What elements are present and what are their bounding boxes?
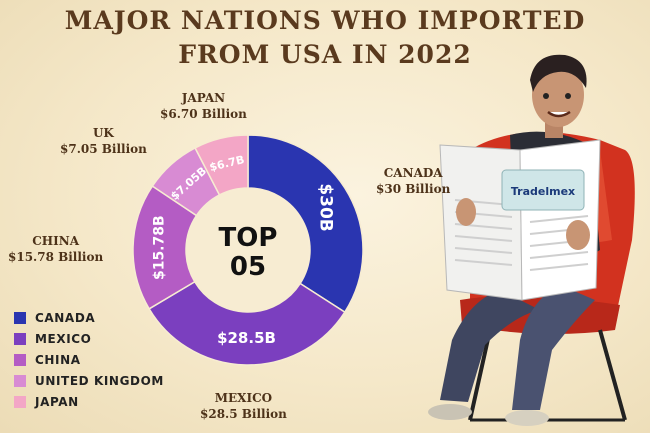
legend-swatch-mexico: [14, 332, 26, 345]
callout-china: CHINA $15.78 Billion: [8, 233, 103, 265]
newspaper-brand: Tradelmex: [511, 185, 575, 198]
callout-mexico: MEXICO $28.5 Billion: [200, 390, 287, 422]
head: [530, 54, 587, 138]
center-label-top: TOP: [219, 223, 278, 253]
callout-canada: CANADA $30 Billion: [376, 165, 450, 197]
legend-label-japan: JAPAN: [35, 394, 79, 409]
donut-segments: [132, 134, 364, 366]
callout-canada-name: CANADA: [383, 166, 443, 180]
legend: CANADA MEXICO CHINA UNITED KINGDOM JAPAN: [14, 307, 164, 412]
center-label-bottom: 05: [230, 252, 266, 282]
legend-swatch-uk: [14, 374, 26, 387]
legend-label-canada: CANADA: [35, 310, 96, 325]
hands: [456, 198, 590, 250]
donut-slice-canada: [247, 134, 364, 314]
callout-japan-value: $6.70 Billion: [160, 107, 247, 121]
segment-label-china: $15.78B: [152, 215, 168, 280]
donut-slice-japan: [194, 134, 249, 196]
legend-swatch-japan: [14, 395, 26, 408]
segment-label-mexico: $28.5B: [217, 329, 276, 347]
legend-item-china: CHINA: [14, 349, 164, 370]
title-line-2: FROM USA IN 2022: [178, 40, 472, 69]
legend-label-uk: UNITED KINGDOM: [35, 373, 164, 388]
legend-label-mexico: MEXICO: [35, 331, 92, 346]
callout-canada-value: $30 Billion: [376, 182, 451, 196]
callout-uk: UK $7.05 Billion: [60, 125, 147, 157]
legend-swatch-canada: [14, 311, 26, 324]
callout-uk-name: UK: [92, 126, 114, 140]
title-line-1: MAJOR NATIONS WHO IMPORTED: [64, 6, 586, 35]
legend-item-japan: JAPAN: [14, 391, 164, 412]
segment-label-canada: $30B: [316, 183, 336, 231]
donut-center: [187, 189, 309, 311]
legend-item-canada: CANADA: [14, 307, 164, 328]
callout-japan: JAPAN $6.70 Billion: [160, 90, 247, 122]
callout-mexico-name: MEXICO: [214, 391, 273, 405]
legend-item-mexico: MEXICO: [14, 328, 164, 349]
callout-mexico-value: $28.5 Billion: [200, 407, 287, 421]
legend-item-uk: UNITED KINGDOM: [14, 370, 164, 391]
newspaper: Tradelmex: [439, 139, 601, 301]
callout-japan-name: JAPAN: [181, 91, 226, 105]
donut-slice-mexico: [148, 280, 346, 366]
callout-china-value: $15.78 Billion: [8, 250, 104, 264]
legend-swatch-china: [14, 353, 26, 366]
callout-uk-value: $7.05 Billion: [60, 142, 147, 156]
legend-label-china: CHINA: [35, 352, 81, 367]
legs: [428, 285, 595, 426]
callout-china-name: CHINA: [32, 234, 79, 248]
